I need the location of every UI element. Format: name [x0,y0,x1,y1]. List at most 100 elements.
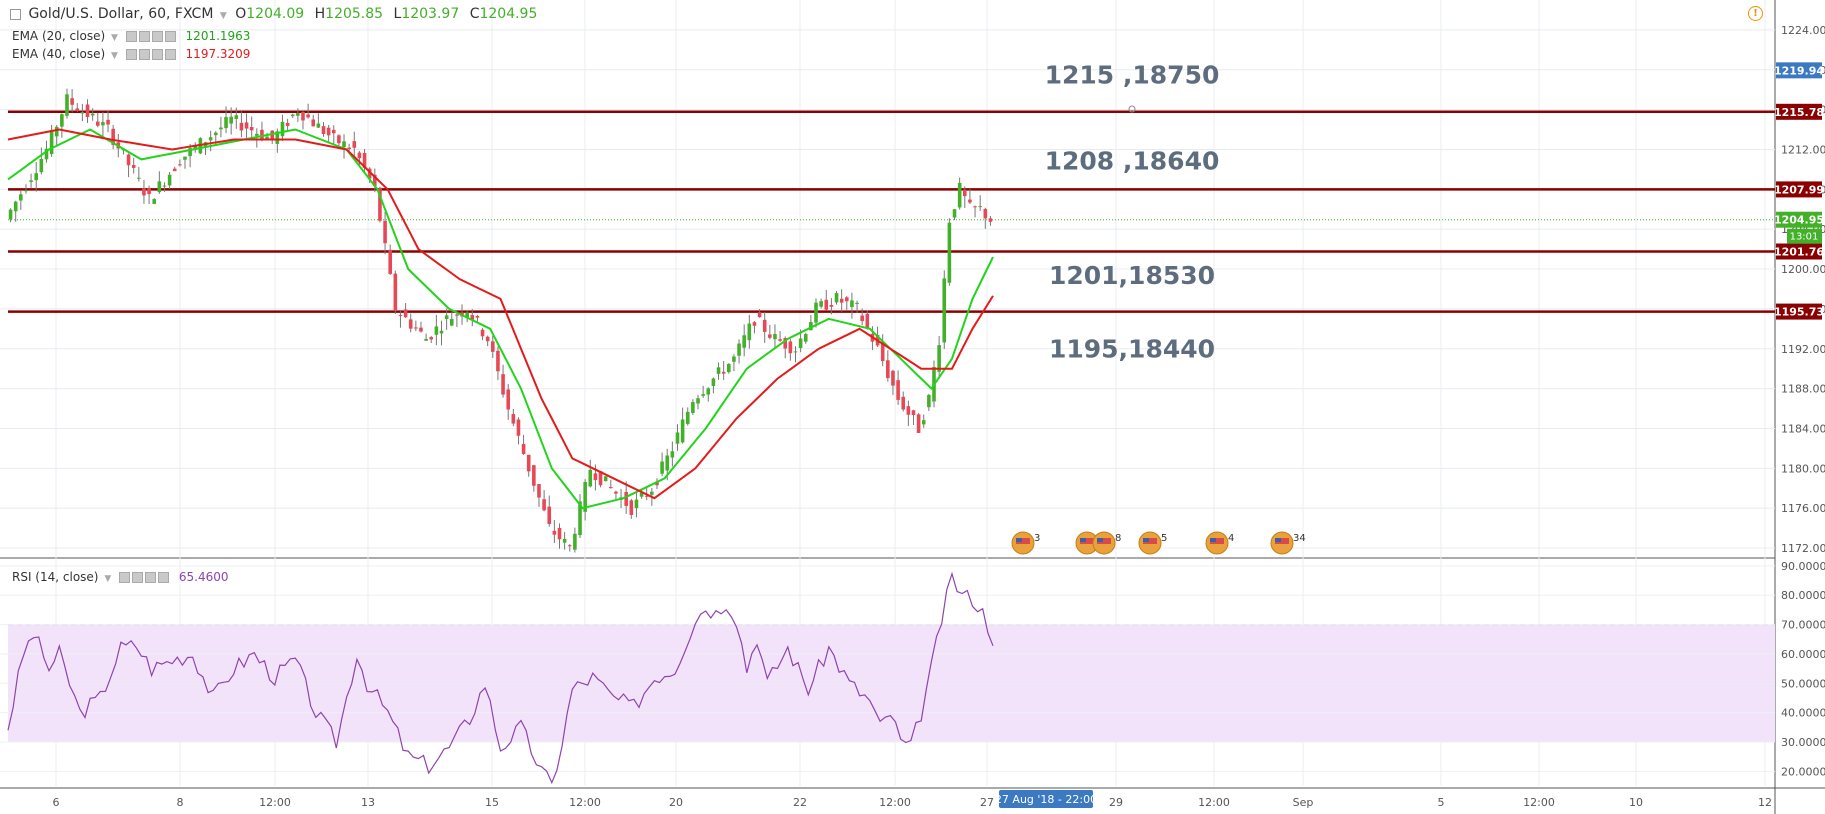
candle-down [388,249,392,274]
candle-up [670,451,675,458]
collapse-icon[interactable] [10,8,21,20]
symbol-legend[interactable]: Gold/U.S. Dollar, 60, FXCM ▼ O1204.09 H1… [10,6,537,22]
info-icon[interactable]: ! [1748,6,1763,21]
candle-down [547,506,552,524]
candle-up [814,302,818,323]
close-icon[interactable] [164,31,176,42]
y-tick-label: 1184.00 [1781,422,1825,435]
rsi-tick-label: 50.0000 [1781,677,1825,690]
gear-icon[interactable] [138,49,150,60]
candle-down [311,119,316,127]
level-annotation: 1195,18440 [1049,335,1215,364]
candle-down [496,350,500,372]
chevron-down-icon[interactable]: ▼ [219,11,227,21]
chevron-down-icon[interactable]: ▼ [110,33,118,43]
event-count: 8 [1115,533,1121,544]
candle-down [752,322,757,326]
candle-down [655,481,659,486]
y-tick-label: 1172.00 [1781,542,1825,555]
candle-down [783,338,788,349]
close-label: C [469,6,480,22]
candle-down [614,491,618,494]
candle-down [403,309,408,318]
candle-down [721,371,726,374]
rsi-tick-label: 20.0000 [1781,765,1825,778]
crosshair-date-label: 27 Aug '18 - 22:00 [995,793,1097,806]
candle-down [609,487,613,489]
price-tag-label: 1204.95 [1774,214,1824,227]
plus-icon[interactable] [145,572,157,583]
candle-up [634,499,639,509]
ema20-legend[interactable]: EMA (20, close) ▼ 1201.1963 [12,29,250,43]
close-icon[interactable] [158,572,170,583]
candle-down [865,313,870,328]
chevron-down-icon[interactable]: ▼ [104,574,112,584]
event-count: 4 [1228,533,1234,544]
candle-down [983,208,988,219]
x-tick-label: 12:00 [1198,796,1230,809]
candle-up [937,345,941,372]
candle-down [131,165,136,168]
eye-icon[interactable] [125,49,137,60]
eye-icon[interactable] [125,31,137,42]
high-label: H [314,6,326,22]
gear-icon[interactable] [138,31,150,42]
candle-down [532,465,536,486]
rsi-pane [0,565,1775,785]
candle-up [29,180,33,182]
candle-down [906,406,911,415]
candle-down [70,98,74,105]
plus-icon[interactable] [151,31,163,42]
close-icon[interactable] [164,49,176,60]
candle-up [213,132,218,136]
candle-down [75,108,80,111]
rsi-line [7,571,994,785]
candle-up [39,158,44,173]
price-tag-label: 1215.78 [1774,106,1824,119]
candle-down [891,370,895,386]
flag-stripe [1080,538,1094,544]
candle-up [101,122,105,126]
candle-down [244,122,249,129]
candle-down [824,299,829,310]
eye-icon[interactable] [119,572,131,583]
candle-up [188,148,192,157]
candle-down [593,473,598,481]
candle-down [516,419,521,436]
rsi-tick-label: 80.0000 [1781,589,1825,602]
candle-down [480,329,485,337]
ema40-value: 1197.3209 [185,47,251,61]
candle-down [383,220,387,244]
flag-canton [1143,538,1149,542]
high-value: 1205.85 [325,6,384,22]
economic-events[interactable]: 3585434 [1011,531,1306,555]
chevron-down-icon[interactable]: ▼ [110,51,118,61]
rsi-label: RSI (14, close) [12,570,99,584]
candle-down [629,500,634,515]
candle-down [172,168,177,172]
level-annotations: 1215 ,18750 1208 ,18640 1201,18530 1195,184… [1045,61,1220,364]
candle-up [588,469,593,487]
candle-down [491,341,495,352]
candle-down [142,188,146,196]
candle-up [691,402,695,413]
candle-down [337,135,341,144]
ema40-legend[interactable]: EMA (40, close) ▼ 1197.3209 [12,47,250,61]
candle-up [219,127,223,130]
candle-down [408,319,413,329]
candle-up [24,190,28,192]
y-tick-label: 1200.00 [1781,263,1825,276]
ema-lines [7,128,994,510]
gear-icon[interactable] [132,572,144,583]
plus-icon[interactable] [151,49,163,60]
price-tag-label: 1195.73 [1774,306,1824,319]
rsi-legend[interactable]: RSI (14, close) ▼ 65.4600 [12,570,229,584]
level-annotation: 1208 ,18640 [1045,146,1220,175]
flag-canton [1210,538,1216,542]
anchor-dot [1128,105,1136,113]
candle-down [567,545,572,547]
candle-down [860,315,864,322]
candle-down [598,471,603,486]
candle-down [968,199,972,203]
